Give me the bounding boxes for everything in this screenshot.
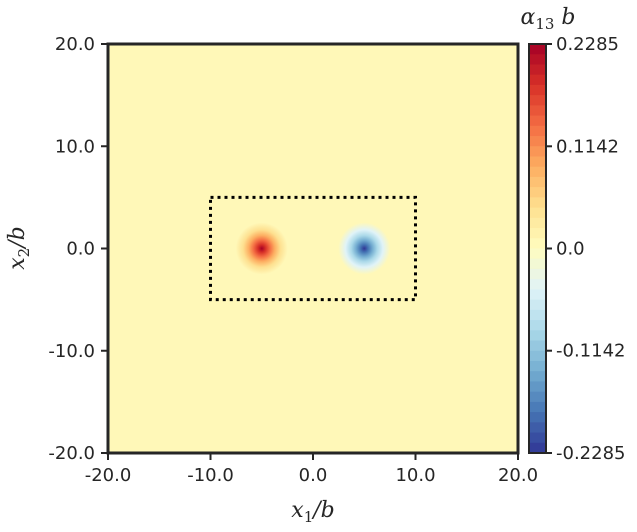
x-tick-label: 0.0 [299,465,328,486]
colorbar-band [529,258,546,270]
sources-layer [235,222,391,275]
colorbar-band [529,207,546,219]
heatmap-background [108,44,518,453]
colorbar-band [529,44,546,55]
colorbar-tick-label: 0.1142 [556,136,619,157]
y-tick-label: -10.0 [48,341,95,362]
x-tick-label: -20.0 [85,465,132,486]
colorbar-band [529,156,546,168]
colorbar-tick-label: 0.2285 [556,34,619,55]
colorbar-band [529,299,546,311]
colorbar-band [529,279,546,290]
colorbar-band [529,217,546,229]
colorbar-band [529,176,546,188]
colorbar-band [529,391,546,403]
x-tick-label: -10.0 [187,465,234,486]
y-axis-ticks: 20.0 10.0 0.0 -10.0 -20.0 [48,34,108,464]
colorbar-band [529,330,546,342]
colorbar-band [529,412,546,423]
colorbar-band [529,289,546,301]
colorbar-band [529,125,546,137]
colorbar-band [529,54,546,66]
colorbar-band [529,64,546,76]
colorbar-band [529,105,546,117]
colorbar-band [529,350,546,362]
positive-source-mark [235,222,288,275]
y-axis-label-main: x [5,257,30,270]
colorbar-tick-label: 0.0 [556,239,585,260]
colorbar-band [529,442,546,454]
colorbar-bands [529,44,546,454]
x-axis-label-main: x [291,498,304,523]
y-tick-label: 20.0 [55,34,95,55]
y-axis-label-suffix: /b [5,226,30,250]
plot-area [106,42,520,455]
colorbar-title: α13 b [520,5,575,33]
colorbar-band [529,166,546,178]
y-axis-label-subscript: 2 [15,248,33,258]
colorbar-band [529,228,546,239]
negative-source-mark [338,222,391,275]
colorbar-band [529,432,546,444]
colorbar-band [529,136,546,147]
x-tick-label: 10.0 [395,465,435,486]
colorbar-title-suffix: b [554,5,575,30]
y-axis-label: x2/b [5,226,33,269]
colorbar-band [529,309,546,321]
x-axis-label-suffix: /b [311,498,335,523]
colorbar-tick-label: -0.1142 [556,341,625,362]
y-tick-label: 0.0 [66,239,95,260]
colorbar-band [529,401,546,413]
colorbar-band [529,320,546,331]
x-axis-label-subscript: 1 [304,508,314,526]
colorbar-band [529,340,546,352]
colorbar-ticks: 0.2285 0.1142 0.0 -0.1142 -0.2285 [546,34,625,464]
colorbar-band [529,115,546,127]
colorbar-band [529,422,546,434]
colorbar-band [529,360,546,372]
colorbar-band [529,381,546,393]
colorbar-band [529,84,546,96]
y-tick-label: -20.0 [48,443,95,464]
colorbar-band [529,146,546,158]
colorbar-band [529,268,546,280]
colorbar-band [529,248,546,260]
colorbar-tick-label: -0.2285 [556,443,625,464]
colorbar-band [529,371,546,383]
colorbar-band [529,197,546,209]
colorbar-band [529,238,546,250]
colorbar-title-subscript: 13 [535,15,554,33]
colorbar-title-main: α [520,5,535,30]
colorbar-band [529,187,546,198]
x-axis-ticks: -20.0 -10.0 0.0 10.0 20.0 [85,453,538,486]
colorbar-band [529,74,546,86]
colorbar-band [529,95,546,106]
y-tick-label: 10.0 [55,136,95,157]
x-axis-label: x1/b [291,498,334,526]
x-tick-label: 20.0 [498,465,538,486]
colorbar: 0.2285 0.1142 0.0 -0.1142 -0.2285 α13 b [520,5,625,464]
